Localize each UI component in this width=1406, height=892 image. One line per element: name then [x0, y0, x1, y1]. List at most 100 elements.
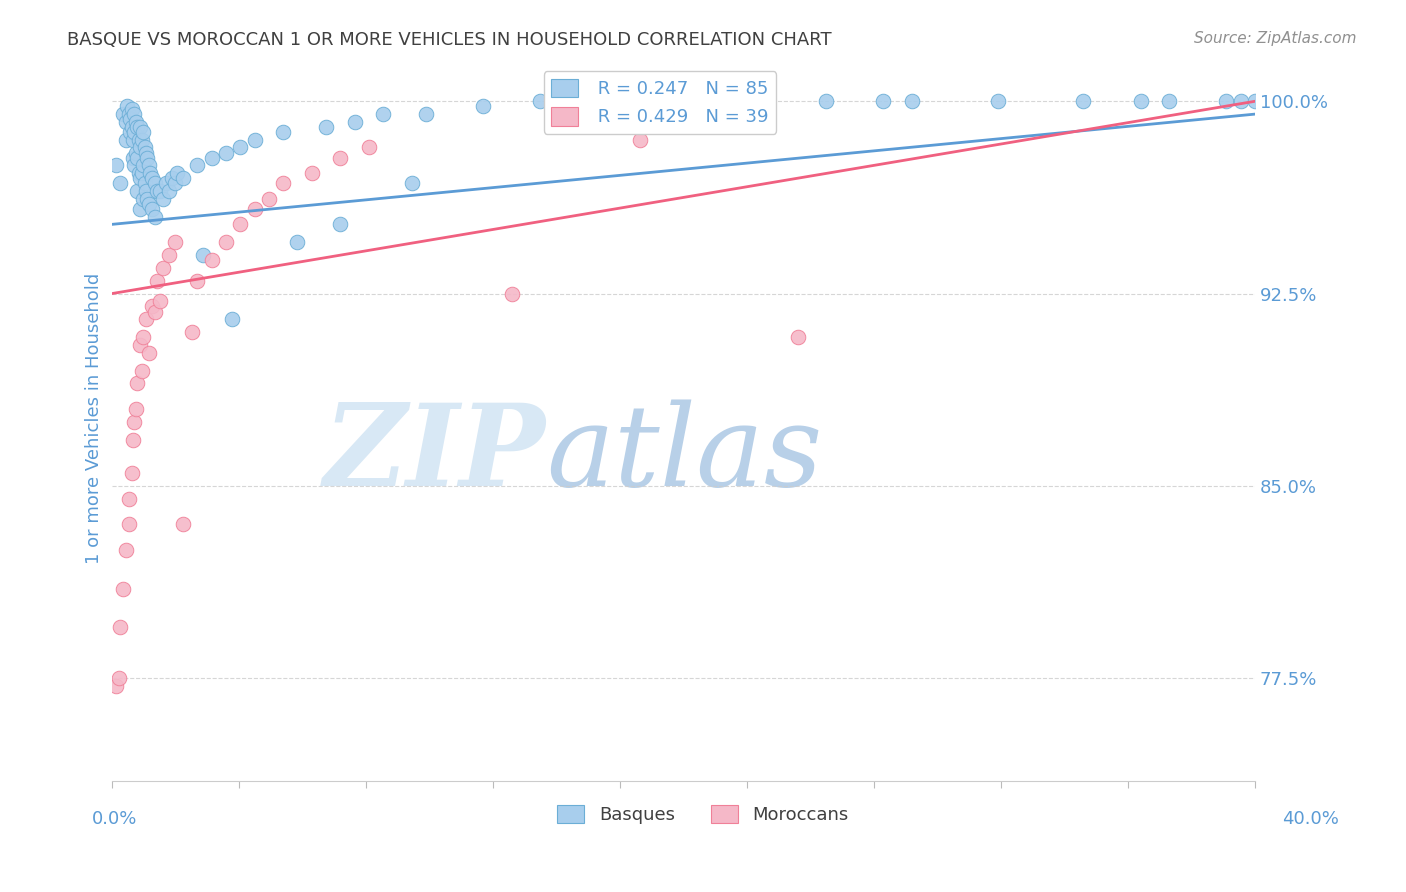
- Point: [172, 171, 194, 186]
- Point: [134, 177, 156, 191]
- Point: [138, 345, 160, 359]
- Point: [155, 177, 177, 191]
- Point: [124, 158, 146, 172]
- Point: [149, 294, 172, 309]
- Point: [201, 151, 224, 165]
- Point: [122, 151, 145, 165]
- Point: [529, 95, 551, 109]
- Point: [104, 158, 127, 172]
- Point: [157, 184, 180, 198]
- Point: [112, 107, 135, 121]
- Point: [108, 177, 131, 191]
- Point: [127, 120, 149, 134]
- Point: [139, 166, 162, 180]
- Point: [1244, 95, 1267, 109]
- Point: [229, 218, 252, 232]
- Point: [146, 184, 169, 198]
- Point: [229, 140, 252, 154]
- Point: [243, 202, 266, 216]
- Point: [128, 166, 150, 180]
- Point: [287, 235, 309, 250]
- Point: [243, 133, 266, 147]
- Point: [129, 202, 152, 216]
- Point: [257, 192, 280, 206]
- Point: [152, 260, 174, 275]
- Point: [136, 192, 159, 206]
- Point: [143, 210, 166, 224]
- Point: [191, 248, 214, 262]
- Point: [672, 95, 695, 109]
- Point: [401, 177, 423, 191]
- Point: [357, 140, 380, 154]
- Point: [1129, 95, 1152, 109]
- Point: [127, 184, 149, 198]
- Point: [115, 133, 138, 147]
- Point: [121, 102, 143, 116]
- Point: [132, 125, 155, 139]
- Legend:  R = 0.247   N = 85,  R = 0.429   N = 39: R = 0.247 N = 85, R = 0.429 N = 39: [544, 71, 776, 134]
- Point: [129, 171, 152, 186]
- Point: [122, 433, 145, 447]
- Point: [124, 415, 146, 429]
- Point: [141, 171, 163, 186]
- Point: [271, 177, 294, 191]
- Text: Source: ZipAtlas.com: Source: ZipAtlas.com: [1194, 31, 1357, 46]
- Point: [127, 376, 149, 391]
- Point: [501, 286, 523, 301]
- Point: [136, 151, 159, 165]
- Point: [1159, 95, 1181, 109]
- Legend: Basques, Moroccans: Basques, Moroccans: [550, 797, 856, 831]
- Point: [815, 95, 838, 109]
- Point: [125, 402, 148, 417]
- Point: [301, 166, 323, 180]
- Point: [730, 95, 752, 109]
- Point: [141, 300, 163, 314]
- Point: [115, 115, 138, 129]
- Point: [786, 330, 808, 344]
- Point: [315, 120, 337, 134]
- Point: [172, 517, 194, 532]
- Text: BASQUE VS MOROCCAN 1 OR MORE VEHICLES IN HOUSEHOLD CORRELATION CHART: BASQUE VS MOROCCAN 1 OR MORE VEHICLES IN…: [67, 31, 832, 49]
- Point: [115, 543, 138, 558]
- Text: 0.0%: 0.0%: [91, 810, 136, 828]
- Point: [125, 115, 148, 129]
- Point: [120, 112, 142, 127]
- Point: [901, 95, 924, 109]
- Point: [143, 304, 166, 318]
- Point: [987, 95, 1010, 109]
- Point: [872, 95, 894, 109]
- Point: [415, 107, 437, 121]
- Point: [118, 517, 141, 532]
- Point: [120, 125, 142, 139]
- Point: [132, 158, 155, 172]
- Text: 40.0%: 40.0%: [1282, 810, 1339, 828]
- Point: [163, 177, 186, 191]
- Point: [124, 107, 146, 121]
- Point: [215, 145, 238, 160]
- Point: [329, 151, 352, 165]
- Point: [138, 197, 160, 211]
- Point: [343, 115, 366, 129]
- Point: [201, 253, 224, 268]
- Point: [180, 325, 202, 339]
- Point: [186, 274, 208, 288]
- Point: [215, 235, 238, 250]
- Point: [104, 679, 127, 693]
- Point: [121, 466, 143, 480]
- Y-axis label: 1 or more Vehicles in Household: 1 or more Vehicles in Household: [86, 272, 103, 564]
- Point: [108, 620, 131, 634]
- Point: [122, 133, 145, 147]
- Point: [373, 107, 395, 121]
- Point: [586, 95, 609, 109]
- Text: atlas: atlas: [546, 399, 823, 509]
- Point: [149, 184, 172, 198]
- Point: [271, 125, 294, 139]
- Point: [118, 107, 141, 121]
- Point: [128, 133, 150, 147]
- Point: [1215, 95, 1237, 109]
- Text: ZIP: ZIP: [323, 399, 546, 510]
- Point: [129, 140, 152, 154]
- Point: [112, 582, 135, 596]
- Point: [472, 99, 495, 113]
- Point: [124, 125, 146, 139]
